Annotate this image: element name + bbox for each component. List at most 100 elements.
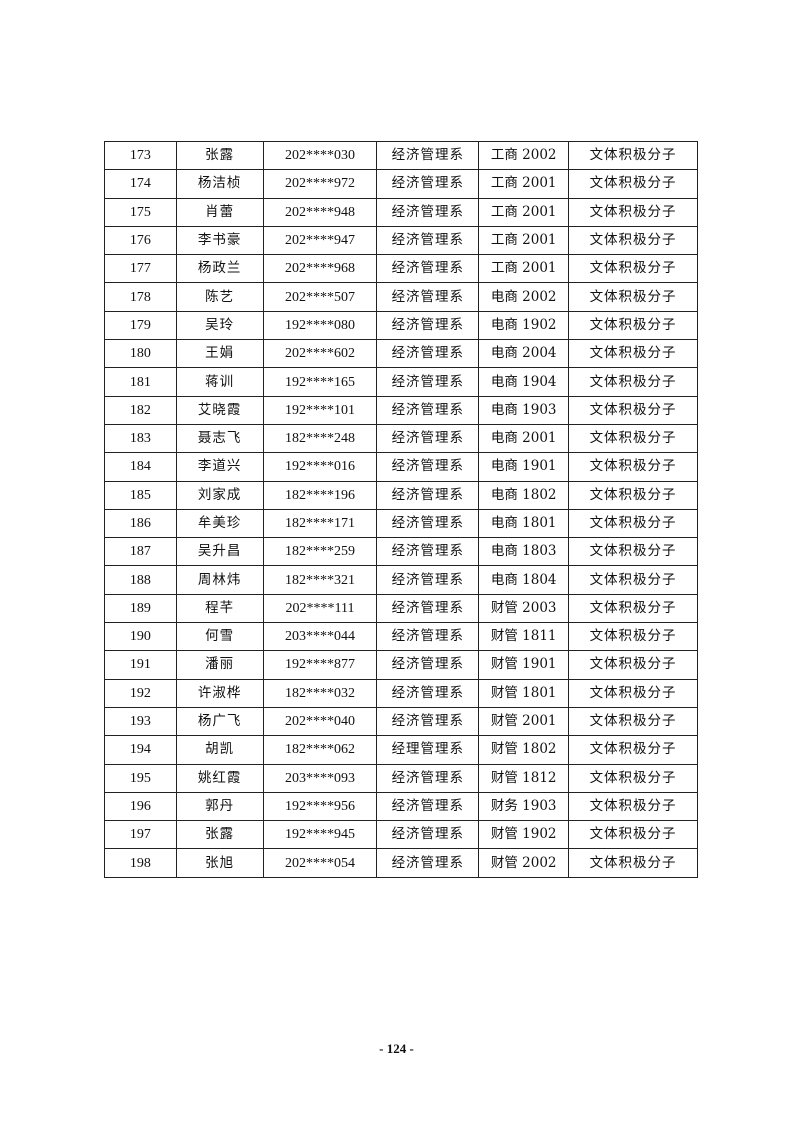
class-cell: 财管 1811 [478, 622, 570, 652]
name-cell: 王娟 [175, 339, 264, 369]
index-cell: 175 [104, 197, 177, 227]
student-id-cell: 202****030 [262, 140, 378, 171]
table-row: 191 潘丽 192****877 经济管理系 财管 1901 文体积极分子 [104, 650, 698, 680]
name-cell: 牟美珍 [175, 508, 264, 539]
index-cell: 181 [104, 367, 177, 397]
table-row: 182 艾晓霞 192****101 经济管理系 电商 1903 文体积极分子 [104, 395, 698, 425]
department-cell: 经济管理系 [376, 706, 480, 737]
class-cell: 财务 1903 [478, 791, 570, 822]
department-cell: 经济管理系 [376, 169, 480, 199]
index-cell: 177 [104, 254, 177, 284]
index-cell: 180 [104, 339, 177, 369]
award-cell: 文体积极分子 [568, 848, 698, 878]
name-cell: 张露 [175, 820, 264, 850]
department-cell: 经济管理系 [376, 339, 480, 369]
name-cell: 郭丹 [175, 791, 264, 822]
class-cell: 财管 1801 [478, 678, 570, 708]
department-cell: 经济管理系 [376, 678, 480, 708]
page-number: - 124 - [379, 1041, 414, 1056]
table-row: 198 张旭 202****054 经济管理系 财管 2002 文体积极分子 [104, 848, 698, 878]
index-cell: 176 [104, 225, 177, 256]
class-cell: 电商 1904 [478, 367, 570, 397]
name-cell: 吴升昌 [175, 537, 264, 567]
class-cell: 工商 2001 [478, 225, 570, 256]
name-cell: 周林炜 [175, 565, 264, 595]
award-cell: 文体积极分子 [568, 254, 698, 284]
award-cell: 文体积极分子 [568, 508, 698, 539]
award-cell: 文体积极分子 [568, 763, 698, 793]
name-cell: 肖蕾 [175, 197, 264, 227]
department-cell: 经济管理系 [376, 310, 480, 341]
class-cell: 电商 1901 [478, 452, 570, 482]
table-row: 187 吴升昌 182****259 经济管理系 电商 1803 文体积极分子 [104, 537, 698, 567]
table-row: 173 张露 202****030 经济管理系 工商 2002 文体积极分子 [104, 140, 698, 171]
name-cell: 李书豪 [175, 225, 264, 256]
index-cell: 179 [104, 310, 177, 341]
table-row: 189 程芊 202****111 经济管理系 财管 2003 文体积极分子 [104, 593, 698, 624]
table-row: 180 王娟 202****602 经济管理系 电商 2004 文体积极分子 [104, 339, 698, 369]
department-cell: 经济管理系 [376, 140, 480, 171]
award-cell: 文体积极分子 [568, 622, 698, 652]
department-cell: 经济管理系 [376, 565, 480, 595]
index-cell: 182 [104, 395, 177, 425]
award-cell: 文体积极分子 [568, 480, 698, 510]
index-cell: 189 [104, 593, 177, 624]
table-row: 184 李道兴 192****016 经济管理系 电商 1901 文体积极分子 [104, 452, 698, 482]
class-cell: 电商 2004 [478, 339, 570, 369]
student-id-cell: 202****111 [262, 593, 378, 624]
name-cell: 艾晓霞 [175, 395, 264, 425]
student-id-cell: 203****093 [262, 763, 378, 793]
department-cell: 经济管理系 [376, 395, 480, 425]
name-cell: 李道兴 [175, 452, 264, 482]
student-id-cell: 192****101 [262, 395, 378, 425]
award-cell: 文体积极分子 [568, 310, 698, 341]
class-cell: 电商 2001 [478, 423, 570, 454]
award-cell: 文体积极分子 [568, 565, 698, 595]
index-cell: 195 [104, 763, 177, 793]
index-cell: 184 [104, 452, 177, 482]
student-id-cell: 202****602 [262, 339, 378, 369]
department-cell: 经济管理系 [376, 622, 480, 652]
student-id-cell: 192****877 [262, 650, 378, 680]
award-cell: 文体积极分子 [568, 282, 698, 312]
award-cell: 文体积极分子 [568, 140, 698, 171]
student-id-cell: 202****040 [262, 706, 378, 737]
class-cell: 财管 1901 [478, 650, 570, 680]
award-cell: 文体积极分子 [568, 706, 698, 737]
student-id-cell: 182****259 [262, 537, 378, 567]
class-cell: 电商 1802 [478, 480, 570, 510]
department-cell: 经济管理系 [376, 537, 480, 567]
student-id-cell: 202****972 [262, 169, 378, 199]
class-cell: 电商 1801 [478, 508, 570, 539]
award-cell: 文体积极分子 [568, 367, 698, 397]
index-cell: 194 [104, 735, 177, 765]
class-cell: 电商 1803 [478, 537, 570, 567]
name-cell: 何雪 [175, 622, 264, 652]
class-cell: 财管 2001 [478, 706, 570, 737]
index-cell: 193 [104, 706, 177, 737]
table-row: 192 许淑桦 182****032 经济管理系 财管 1801 文体积极分子 [104, 678, 698, 708]
index-cell: 188 [104, 565, 177, 595]
table-row: 188 周林炜 182****321 经济管理系 电商 1804 文体积极分子 [104, 565, 698, 595]
department-cell: 经济管理系 [376, 282, 480, 312]
class-cell: 工商 2001 [478, 197, 570, 227]
table-row: 193 杨广飞 202****040 经济管理系 财管 2001 文体积极分子 [104, 706, 698, 737]
table-row: 176 李书豪 202****947 经济管理系 工商 2001 文体积极分子 [104, 225, 698, 256]
student-id-cell: 182****062 [262, 735, 378, 765]
award-cell: 文体积极分子 [568, 339, 698, 369]
class-cell: 财管 1812 [478, 763, 570, 793]
name-cell: 潘丽 [175, 650, 264, 680]
award-cell: 文体积极分子 [568, 650, 698, 680]
student-list-table: 173 张露 202****030 经济管理系 工商 2002 文体积极分子 174 杨洁桢 2… [104, 140, 698, 878]
department-cell: 经济管理系 [376, 593, 480, 624]
name-cell: 姚红霞 [175, 763, 264, 793]
table-row: 175 肖蕾 202****948 经济管理系 工商 2001 文体积极分子 [104, 197, 698, 227]
table-row: 196 郭丹 192****956 经济管理系 财务 1903 文体积极分子 [104, 791, 698, 822]
student-id-cell: 202****948 [262, 197, 378, 227]
table-row: 179 吴玲 192****080 经济管理系 电商 1902 文体积极分子 [104, 310, 698, 341]
name-cell: 张露 [175, 140, 264, 171]
department-cell: 经济管理系 [376, 650, 480, 680]
table-row: 195 姚红霞 203****093 经济管理系 财管 1812 文体积极分子 [104, 763, 698, 793]
student-id-cell: 192****080 [262, 310, 378, 341]
department-cell: 经济管理系 [376, 367, 480, 397]
